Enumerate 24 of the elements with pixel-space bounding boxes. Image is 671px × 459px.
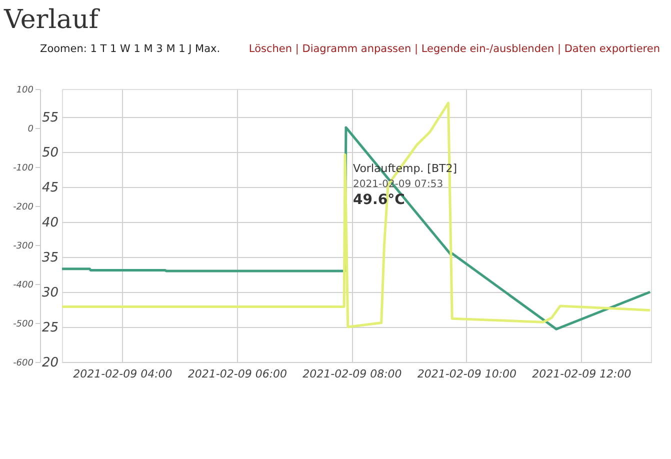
x-tick-label: 2021-02-09 12:00 bbox=[532, 368, 632, 380]
x-tick-label: 2021-02-09 06:00 bbox=[188, 368, 288, 380]
y-tick-label: 25 bbox=[42, 320, 58, 336]
text: Löschen | Diagramm anpassen | Legende ein-/ausblenden | Daten exportieren bbox=[248, 43, 660, 55]
y2-tick-label: -200 bbox=[13, 202, 34, 212]
y-tick-label: 55 bbox=[42, 110, 58, 126]
y2-tick-label: -600 bbox=[13, 358, 34, 368]
y-tick-label: 40 bbox=[42, 216, 58, 230]
text: Zoomen: 1 T 1 W 1 M 3 M 1 J Max. bbox=[40, 43, 220, 55]
y2-tick-label: 0 bbox=[28, 124, 34, 134]
x-tick-label: 2021-02-09 04:00 bbox=[73, 368, 172, 380]
y2-tick-label: -500 bbox=[13, 320, 34, 330]
chart-title: Verlauf bbox=[3, 5, 101, 35]
y2-tick-label: -400 bbox=[13, 280, 34, 290]
y2-tick-label: -300 bbox=[13, 242, 34, 252]
y-tick-label: 20 bbox=[42, 356, 58, 370]
y-tick-label: 50 bbox=[42, 146, 58, 160]
x-tick-label: 2021-02-09 10:00 bbox=[417, 368, 517, 380]
y-tick-label: 35 bbox=[42, 250, 58, 266]
y-tick-label: 30 bbox=[42, 286, 58, 300]
x-tick-label: 2021-02-09 08:00 bbox=[302, 368, 402, 380]
y2-tick-label: 100 bbox=[16, 86, 34, 96]
y2-tick-label: -100 bbox=[13, 164, 34, 174]
y-tick-label: 45 bbox=[42, 180, 58, 196]
